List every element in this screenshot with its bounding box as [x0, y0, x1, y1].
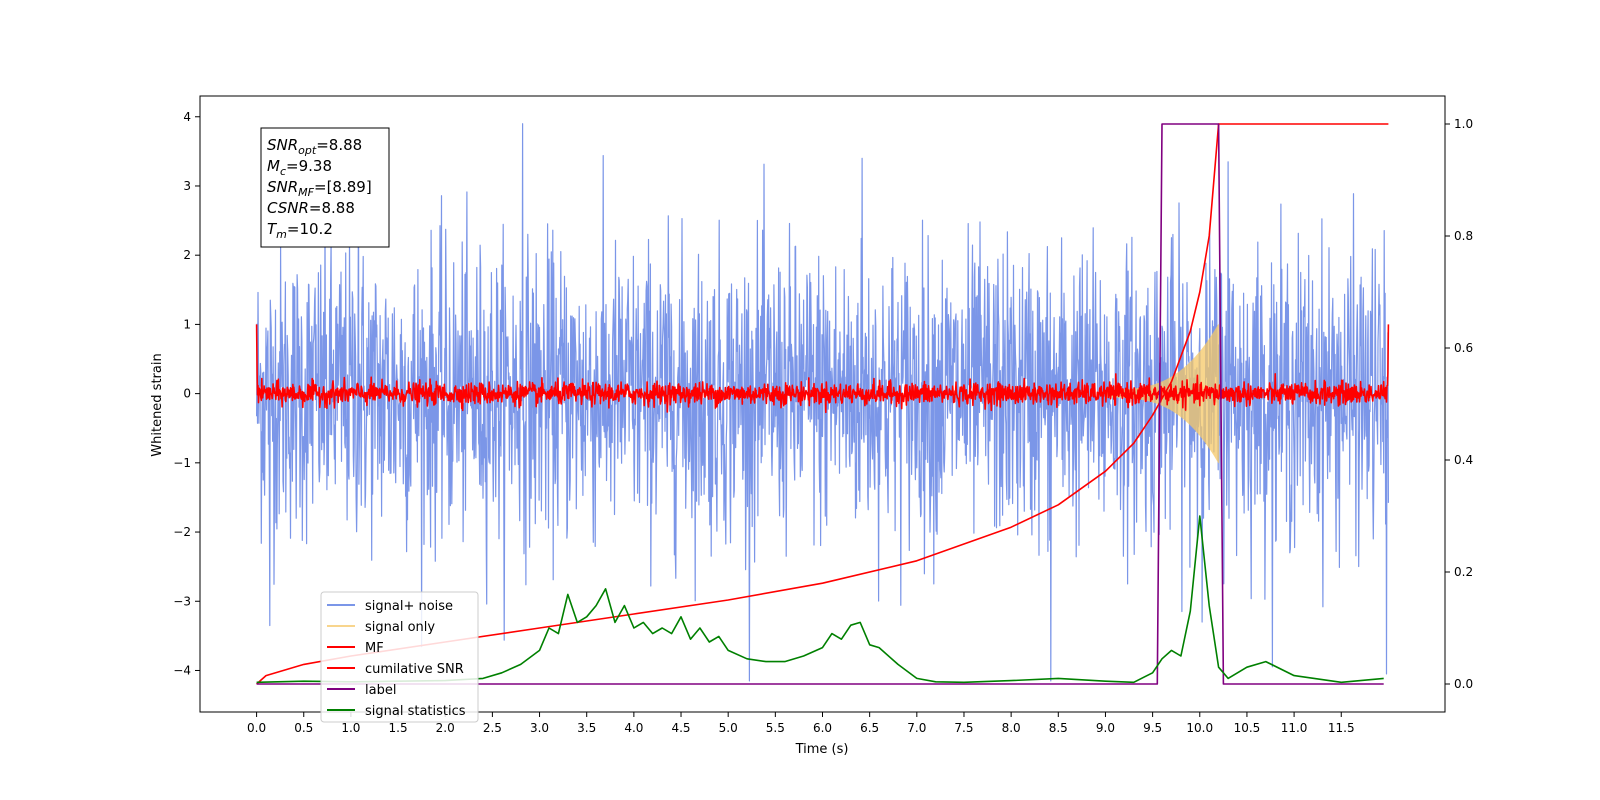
y-tick-label: 3 [183, 179, 191, 193]
x-tick-label: 11.0 [1281, 721, 1308, 735]
y-tick-label: 4 [183, 110, 191, 124]
x-tick-label: 0.5 [294, 721, 313, 735]
legend-label: signal+ noise [365, 599, 453, 614]
x-tick-label: 6.5 [860, 721, 879, 735]
legend-label: MF [365, 641, 384, 656]
x-tick-label: 1.0 [341, 721, 360, 735]
x-tick-label: 1.5 [389, 721, 408, 735]
x-tick-label: 2.5 [483, 721, 502, 735]
x-axis-label: Time (s) [795, 742, 849, 757]
y-tick-label: −1 [173, 456, 191, 470]
x-tick-label: 10.0 [1186, 721, 1213, 735]
legend-box [320, 591, 479, 723]
x-tick-label: 7.5 [954, 721, 973, 735]
y2-tick-label: 0.4 [1454, 453, 1473, 467]
y2-tick-label: 0.2 [1454, 565, 1473, 579]
x-tick-label: 5.5 [766, 721, 785, 735]
x-tick-label: 9.0 [1096, 721, 1115, 735]
x-tick-label: 8.0 [1002, 721, 1021, 735]
x-tick-label: 3.5 [577, 721, 596, 735]
x-tick-label: 5.0 [719, 721, 738, 735]
stats-annotation-line: Mc=9.38 [267, 157, 332, 178]
y-tick-label: 2 [183, 248, 191, 262]
x-tick-label: 0.0 [247, 721, 266, 735]
y-tick-label: 0 [183, 387, 191, 401]
y2-tick-label: 1.0 [1454, 117, 1473, 131]
legend-label: signal only [365, 620, 435, 635]
legend-label: signal statistics [365, 704, 466, 719]
x-tick-label: 8.5 [1049, 721, 1068, 735]
x-tick-label: 3.0 [530, 721, 549, 735]
y-axis-right: 0.0 0.2 0.4 0.6 0.8 1.0 [1445, 117, 1473, 691]
x-tick-label: 6.0 [813, 721, 832, 735]
x-tick-label: 10.5 [1234, 721, 1261, 735]
x-axis: 0.0 0.5 1.0 1.5 2.0 2.5 3.0 3.5 4.0 4.5 5.0 5.5 6.0 6… [247, 712, 1355, 735]
x-tick-label: 11.5 [1328, 721, 1355, 735]
legend-label: cumilative SNR [365, 662, 464, 677]
y-tick-label: 1 [183, 317, 191, 331]
x-tick-label: 7.0 [907, 721, 926, 735]
y-axis-label: Whitened strain [150, 353, 165, 456]
y-tick-label: −3 [173, 594, 191, 608]
y-tick-label: −2 [173, 525, 191, 539]
series-label [256, 123, 1384, 685]
y-tick-label: −4 [173, 663, 191, 677]
legend-label: label [365, 683, 396, 698]
y-axis-left: −4 −3 −2 −1 0 1 2 3 4 [173, 110, 200, 677]
x-tick-label: 9.5 [1143, 721, 1162, 735]
stats-annotation-line: SNRMF=[8.89] [267, 178, 372, 199]
stats-annotation-line: CSNR=8.88 [267, 199, 355, 217]
x-tick-label: 4.0 [624, 721, 643, 735]
series-mf [255, 324, 1390, 414]
x-tick-label: 2.0 [436, 721, 455, 735]
y2-tick-label: 0.0 [1454, 677, 1473, 691]
series-signal-statistics [256, 515, 1384, 684]
series-signal-noise [256, 123, 1389, 682]
y2-tick-label: 0.6 [1454, 341, 1473, 355]
stats-annotation-line: SNRopt=8.88 [267, 136, 362, 157]
stats-annotation-box [260, 127, 390, 248]
stats-annotation-line: Tm=10.2 [267, 220, 333, 241]
x-tick-label: 4.5 [671, 721, 690, 735]
legend: signal+ noise signal only MF cumilative SNR… [320, 591, 479, 723]
y2-tick-label: 0.8 [1454, 229, 1473, 243]
